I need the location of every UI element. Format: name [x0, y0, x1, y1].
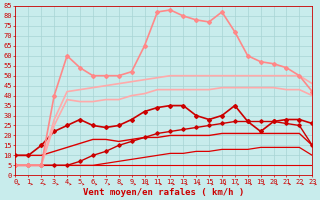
- X-axis label: Vent moyen/en rafales ( km/h ): Vent moyen/en rafales ( km/h ): [83, 188, 244, 197]
